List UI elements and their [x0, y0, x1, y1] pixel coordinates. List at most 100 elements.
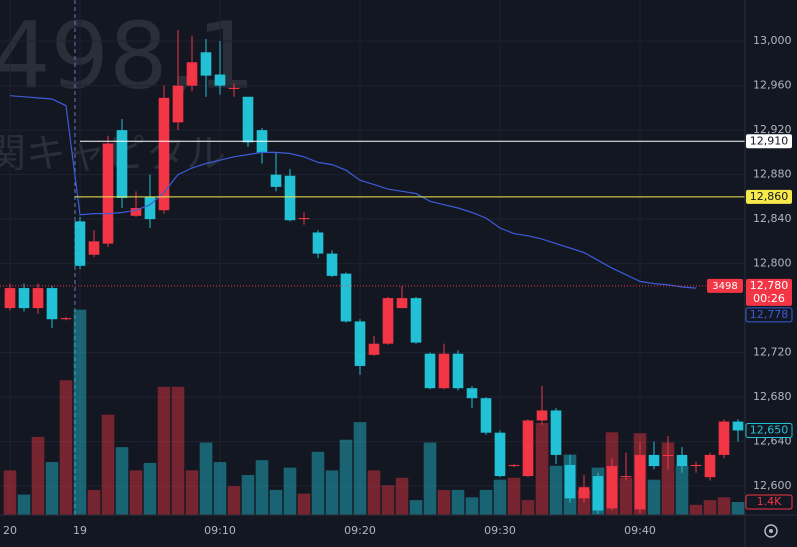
volume-bar: [227, 486, 241, 515]
volume-bar: [157, 386, 171, 515]
candle-body: [326, 253, 338, 276]
volume-bar: [465, 497, 479, 515]
volume-bar: [185, 470, 199, 515]
candle-body: [452, 353, 464, 389]
volume-bar: [661, 442, 675, 515]
y-tick-label: 12,800: [753, 257, 792, 270]
volume-pane: [3, 309, 745, 515]
volume-bar: [87, 489, 101, 515]
candle-body: [298, 218, 310, 220]
volume-label-box: [745, 494, 793, 510]
volume-bar: [45, 462, 59, 515]
x-tick-label: 09:30: [484, 524, 516, 537]
candle-body: [382, 298, 394, 344]
candle-body: [368, 343, 380, 355]
volume-bar: [101, 414, 115, 515]
candle-body: [564, 464, 576, 499]
candle-body: [60, 318, 72, 320]
last-price-label: 12,780: [750, 279, 789, 292]
candle-body: [130, 208, 142, 216]
candle-body: [410, 298, 422, 343]
volume-bar: [17, 494, 31, 515]
volume-bar: [367, 470, 381, 515]
candle-body: [340, 273, 352, 322]
close-label: 12,650: [750, 423, 789, 436]
volume-bar: [339, 439, 353, 515]
y-tick-label: 13,000: [753, 34, 792, 47]
candle-body: [144, 196, 156, 220]
volume-bar: [703, 500, 717, 515]
settings-icon[interactable]: [764, 524, 778, 538]
y-tick-label: 12,720: [753, 346, 792, 359]
close-label-box: [745, 422, 793, 438]
y-tick-label: 12,680: [753, 390, 792, 403]
volume-bar: [675, 465, 689, 515]
quantity-label: 3498: [712, 281, 737, 292]
candle-body: [214, 74, 226, 86]
candle-body: [74, 221, 86, 266]
y-tick-label: 12,960: [753, 79, 792, 92]
volume-bar: [521, 500, 535, 515]
candle-body: [704, 454, 716, 478]
volume-bar: [381, 485, 395, 515]
candle-body: [228, 87, 240, 89]
candle-body: [522, 420, 534, 477]
candle-body: [690, 464, 702, 467]
candle-body: [172, 85, 184, 123]
volume-bar: [353, 422, 367, 515]
candle-body: [102, 143, 114, 244]
level-label: 12,860: [750, 190, 789, 203]
volume-bar: [479, 489, 493, 515]
volume-bar: [213, 462, 227, 515]
candle-body: [4, 288, 16, 309]
candle-body: [620, 476, 632, 478]
candle-body: [284, 175, 296, 221]
candle-body: [662, 454, 674, 457]
volume-bar: [689, 504, 703, 515]
candle-body: [18, 288, 30, 309]
x-tick-label: 09:20: [344, 524, 376, 537]
volume-bar: [269, 489, 283, 515]
candle-body: [648, 454, 660, 467]
moving-average: [9, 95, 697, 289]
gear-center[interactable]: [769, 529, 773, 533]
candle-body: [634, 454, 646, 510]
volume-bar: [619, 477, 633, 515]
x-tick-label: 19: [73, 524, 87, 537]
y-tick-label: 12,840: [753, 212, 792, 225]
candle-body: [466, 388, 478, 399]
volume-bar: [395, 477, 409, 515]
volume-bar: [73, 309, 87, 515]
candle-body: [578, 487, 590, 499]
candle-body: [186, 62, 198, 86]
ma-label-box: [745, 307, 793, 323]
volume-bar: [311, 451, 325, 515]
volume-bar: [731, 501, 745, 515]
candle-body: [606, 466, 618, 509]
volume-bar: [549, 465, 563, 515]
level-label: 12,910: [750, 134, 789, 147]
volume-bar: [255, 460, 269, 515]
volume-bar: [423, 442, 437, 515]
volume-bar: [143, 462, 157, 515]
y-tick-label: 12,600: [753, 479, 792, 492]
candle-body: [438, 353, 450, 389]
y-tick-label: 12,920: [753, 123, 792, 136]
candle-body: [508, 464, 520, 467]
ma-label: 12,778: [750, 308, 789, 321]
volume-bar: [241, 475, 255, 515]
volume-bar: [115, 447, 129, 515]
candle-body: [242, 96, 254, 143]
candle-body: [424, 353, 436, 389]
quantity-box: [707, 278, 743, 293]
candle-body: [732, 421, 744, 431]
candle-body: [312, 232, 324, 254]
gear[interactable]: [764, 524, 778, 538]
volume-bar: [129, 470, 143, 515]
candle-body: [46, 288, 58, 320]
candle-body: [550, 410, 562, 455]
volume-bar: [297, 493, 311, 515]
y-tick-label: 12,880: [753, 168, 792, 181]
watermark-symbol: 498,1: [0, 2, 255, 109]
